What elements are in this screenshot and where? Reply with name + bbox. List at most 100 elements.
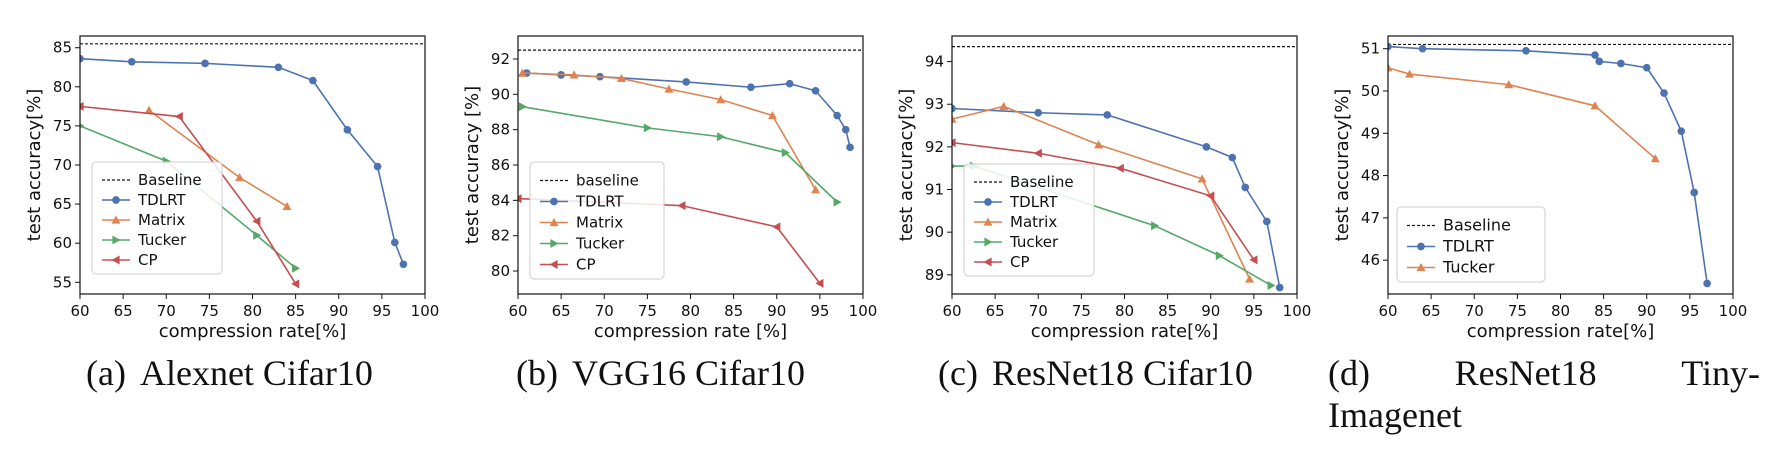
panel-c-xtick-label-3: 75	[1072, 302, 1091, 320]
panel-c-xtick-label-8: 100	[1283, 302, 1312, 320]
panel-d-series-tdlrt-point-7	[1660, 89, 1668, 97]
panel-d-series-tdlrt-point-3	[1591, 51, 1599, 59]
panel-a-xtick-label-7: 95	[372, 302, 391, 320]
panel-d-ylabel: test accuracy[%]	[1332, 89, 1353, 242]
panel-c-series-cp-point-0	[952, 138, 956, 148]
panel-d-legend-baseline-label: Baseline	[1443, 216, 1511, 235]
panel-b-xtick-label-8: 100	[849, 302, 878, 320]
panel-d-legend-tdlrt-label: TDLRT	[1442, 237, 1494, 256]
panel-c-series-cp-point-3	[1206, 191, 1215, 201]
panel-b-series-matrix-point-1	[569, 70, 579, 79]
caption-a: (a) Alexnet Cifar10	[86, 352, 373, 394]
panel-c-series-tdlrt-line	[952, 107, 1281, 288]
panel-d-chart: 60 65 70 75 80 85 90 95 100 46 47 48 49 50 51 compressi…	[1332, 35, 1747, 342]
panel-d-xtick-label-1: 65	[1422, 302, 1441, 320]
panel-d-xtick-label-4: 80	[1551, 302, 1570, 320]
panel-d-series-tdlrt-point-0	[1388, 42, 1392, 51]
panel-a-series-tdlrt-point-2	[201, 59, 209, 68]
panel-a-legend-tdlrt-marker	[112, 196, 120, 204]
panel-c-series-tdlrt-point-4	[1228, 153, 1237, 162]
panel-d-legend-tdlrt-marker	[1417, 242, 1425, 251]
panel-b-legend-cp-label: CP	[576, 256, 596, 274]
panel-b-series-tucker-point-3	[781, 148, 790, 158]
panel-d-series-tucker-point-1	[1405, 69, 1415, 78]
panel-d-ytick-label-0: 46	[1361, 251, 1380, 269]
panel-b-ytick-label-0: 80	[491, 262, 510, 280]
panel-b-series-tucker-point-2	[717, 132, 726, 142]
caption-a-tag: (a)	[86, 353, 126, 393]
panel-a-xtick-label-2: 70	[157, 302, 176, 320]
panel-d-ytick-label-5: 51	[1361, 40, 1380, 58]
panel-d-series-tdlrt-point-6	[1642, 63, 1651, 72]
panel-b-axes-frame	[517, 35, 864, 295]
panel-b-series-tdlrt-point-5	[785, 79, 794, 88]
panel-b-series-tdlrt-point-4	[747, 83, 755, 92]
panel-b-series-matrix-point-5	[767, 111, 777, 120]
panel-d-xtick-label-7: 95	[1680, 302, 1699, 320]
panel-c-chart: 60 65 70 75 80 85 90 95 100 89 90 91 92 93 94 compressi…	[896, 35, 1312, 342]
panel-b-series-cp-point-2	[772, 222, 781, 232]
panel-c-series-tucker-point-0	[952, 163, 957, 169]
panel-a-xtick-label-5: 85	[286, 302, 305, 320]
panel-a-chart: 60 65 70 75 80 85 90 95 10055606570758085compres…	[24, 35, 439, 342]
panel-c-ytick-label-2: 91	[925, 181, 944, 199]
panel-a-ytick-label-0: 55	[53, 273, 72, 291]
panel-c-series-tdlrt-point-7	[1275, 283, 1284, 292]
panel-c-series-tucker-point-4	[1267, 280, 1276, 290]
panel-c-ytick-label-3: 92	[925, 138, 944, 156]
panel-d-xtick-label-2: 70	[1465, 302, 1484, 320]
panel-a-legend-tucker-marker	[112, 235, 121, 245]
panel-b-series-matrix-point-2	[617, 73, 626, 83]
panel-a-ytick-label-4: 75	[53, 117, 72, 135]
panel-a-series-cp-point-0	[80, 101, 84, 111]
panel-c-series-tdlrt-point-5	[1241, 183, 1250, 192]
panel-d-xtick-label-5: 85	[1594, 302, 1613, 320]
panel-c-series-tdlrt-point-3	[1202, 143, 1211, 151]
panel-a-series-matrix-point-0	[144, 105, 154, 114]
panel-b-xtick-label-3: 75	[638, 302, 657, 320]
panel-b-series-tdlrt-point-8	[841, 125, 850, 134]
panel-a-legend-box	[91, 161, 223, 275]
panel-b-series-matrix-point-6	[811, 185, 821, 194]
panel-a-xtick-label-3: 75	[200, 302, 219, 320]
panel-a-ytick-label-6: 85	[53, 39, 72, 57]
panel-c-axes-frame	[951, 35, 1298, 295]
panel-c-legend-baseline-label: Baseline	[1010, 173, 1074, 191]
panel-d-series-tdlrt-point-8	[1677, 127, 1686, 135]
caption-d: (d) ResNet18 Tiny- Imagenet	[1328, 352, 1760, 436]
panel-a-series-tucker-point-3	[292, 263, 301, 273]
panel-b-legend-baseline-label: baseline	[576, 172, 639, 190]
panel-d-series-tdlrt-point-5	[1617, 59, 1625, 68]
panel-c-ytick-label-1: 90	[925, 223, 944, 241]
panel-d-ytick-label-2: 48	[1361, 167, 1380, 185]
caption-a-text: Alexnet Cifar10	[139, 353, 373, 393]
caption-c-tag: (c)	[938, 353, 978, 393]
panel-b-ytick-label-3: 86	[491, 156, 510, 174]
panel-a-legend-tucker-label: Tucker	[137, 231, 187, 249]
panel-c-ytick-label-4: 93	[925, 95, 944, 113]
panel-a-xtick-label-6: 90	[329, 302, 348, 320]
panel-b-legend-tdlrt-label: TDLRT	[575, 193, 624, 211]
panel-b-series-tucker-point-4	[833, 197, 842, 207]
panel-c-series-group	[952, 101, 1284, 292]
panel-d-series-tdlrt-point-1	[1418, 44, 1427, 53]
panel-b-series-tucker-point-0	[518, 102, 527, 112]
caption-c-text: ResNet18 Cifar10	[991, 353, 1253, 393]
panel-d-ytick-label-1: 47	[1361, 209, 1380, 227]
caption-b: (b) VGG16 Cifar10	[516, 352, 805, 394]
panel-a-series-tdlrt-point-0	[80, 54, 84, 63]
panel-a-ylabel: test accuracy[%]	[24, 89, 45, 242]
panel-c-series-cp-point-2	[1115, 163, 1124, 173]
panel-b-series-matrix-point-0	[518, 68, 527, 77]
panel-c-series-matrix-point-2	[1094, 140, 1104, 149]
panel-a-series-tdlrt-point-1	[127, 57, 136, 66]
panel-c-series-tucker-point-2	[1151, 221, 1160, 231]
panel-b-xtick-label-1: 65	[552, 302, 571, 320]
panel-c-legend-matrix-label: Matrix	[1010, 213, 1057, 231]
panel-b-series-matrix-point-3	[664, 84, 674, 93]
panel-d-axes-frame	[1387, 35, 1734, 295]
panel-c-legend-matrix-marker	[983, 217, 993, 226]
panel-a-series-tdlrt-point-7	[390, 238, 399, 247]
panel-d-xtick-label-0: 60	[1378, 302, 1397, 320]
panel-c-xtick-label-2: 70	[1029, 302, 1048, 320]
